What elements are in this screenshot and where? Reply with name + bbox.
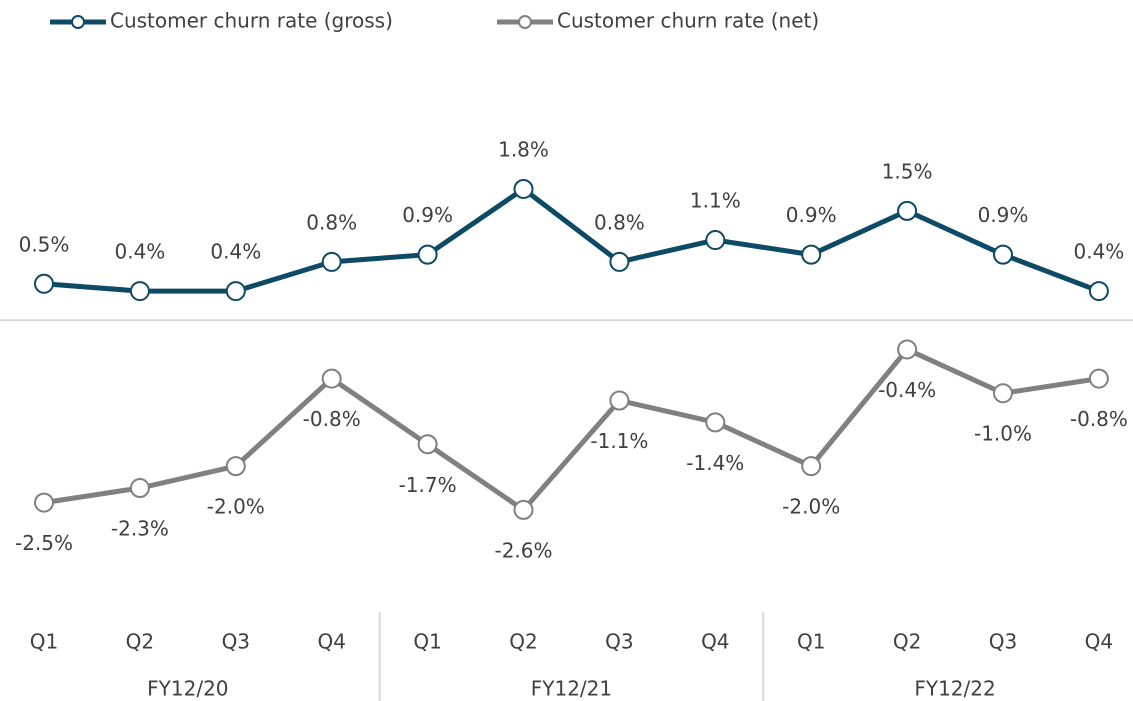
point xyxy=(513,499,534,520)
data-label: -0.8% xyxy=(303,407,361,431)
legend-label: Customer churn rate (gross) xyxy=(110,9,393,33)
point xyxy=(34,492,54,513)
legend-marker xyxy=(71,15,85,29)
data-label: -2.5% xyxy=(15,531,73,555)
point xyxy=(801,244,822,265)
point xyxy=(129,281,150,302)
group-label: FY12/20 xyxy=(147,677,228,701)
x-tick-label: Q3 xyxy=(222,630,250,654)
x-tick-label: Q3 xyxy=(989,630,1017,654)
data-label: 0.5% xyxy=(19,232,70,256)
point xyxy=(993,383,1013,404)
point xyxy=(1088,368,1109,389)
group-label: FY12/22 xyxy=(914,677,995,701)
x-tick-label: Q4 xyxy=(1085,630,1113,654)
point xyxy=(705,412,726,433)
data-label: 0.9% xyxy=(978,203,1029,227)
line xyxy=(43,346,1100,513)
x-tick-label: Q1 xyxy=(30,630,58,654)
x-tick-label: Q2 xyxy=(126,630,154,654)
point xyxy=(705,230,726,251)
data-label: 0.4% xyxy=(1073,240,1124,264)
point xyxy=(609,251,630,272)
point xyxy=(801,456,822,477)
data-label: -2.3% xyxy=(111,517,169,541)
x-tick-label: Q2 xyxy=(893,630,921,654)
legend-marker xyxy=(518,15,532,29)
data-label: -0.4% xyxy=(878,378,936,402)
point xyxy=(609,390,630,411)
x-tick-label: Q1 xyxy=(413,630,441,654)
x-tick-label: Q2 xyxy=(509,630,537,654)
point xyxy=(417,244,438,265)
data-label: 0.9% xyxy=(786,203,837,227)
point xyxy=(34,273,54,294)
point xyxy=(897,200,918,221)
data-label: 0.4% xyxy=(114,240,165,264)
point xyxy=(321,251,342,272)
x-tick-label: Q3 xyxy=(605,630,633,654)
x-tick-label: Q1 xyxy=(797,630,825,654)
point xyxy=(225,281,246,302)
data-label: -0.8% xyxy=(1070,407,1128,431)
x-tick-label: Q4 xyxy=(701,630,729,654)
data-label: 1.8% xyxy=(498,137,549,161)
data-label: -1.7% xyxy=(399,473,457,497)
data-label: -1.1% xyxy=(590,429,648,453)
data-label: -2.0% xyxy=(207,495,265,519)
data-label: 0.8% xyxy=(306,210,357,234)
data-label: 0.9% xyxy=(402,203,453,227)
point xyxy=(993,244,1013,265)
data-label: 0.8% xyxy=(594,210,645,234)
line xyxy=(43,186,1100,294)
data-label: 1.1% xyxy=(690,189,741,213)
data-label: 0.4% xyxy=(210,240,261,264)
point xyxy=(225,456,246,477)
data-label: -2.6% xyxy=(494,538,552,562)
group-label: FY12/21 xyxy=(531,677,612,701)
data-label: -2.0% xyxy=(782,495,840,519)
data-label: 1.5% xyxy=(882,159,933,183)
point xyxy=(897,339,918,360)
point xyxy=(1088,281,1109,302)
point xyxy=(321,368,342,389)
point xyxy=(417,434,438,455)
x-tick-label: Q4 xyxy=(317,630,345,654)
point xyxy=(129,478,150,499)
data-label: -1.0% xyxy=(974,422,1032,446)
data-label: -1.4% xyxy=(686,451,744,475)
point xyxy=(513,178,534,199)
legend-label: Customer churn rate (net) xyxy=(557,9,819,33)
